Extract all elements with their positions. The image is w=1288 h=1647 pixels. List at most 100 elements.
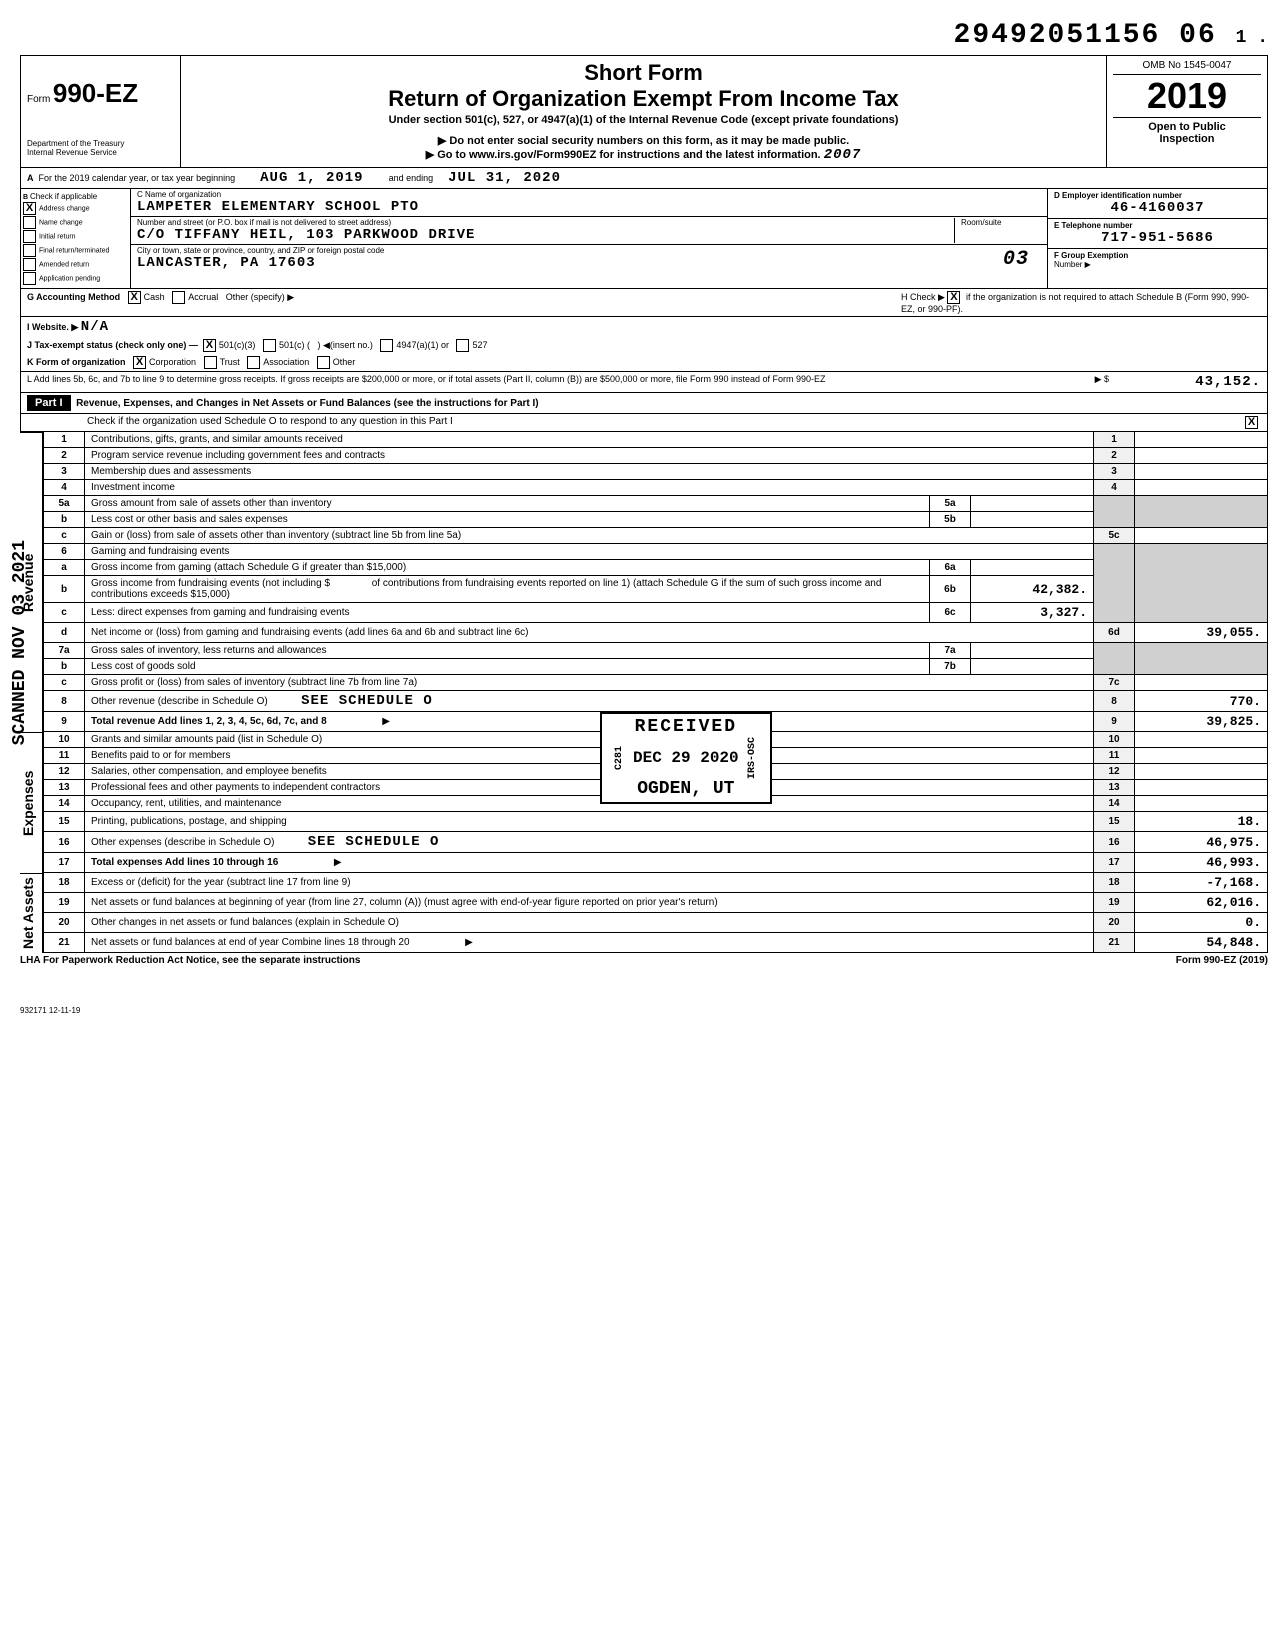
revenue-side-label: Revenue bbox=[20, 432, 43, 732]
form-number-cell: Form 990-EZ Department of the Treasury I… bbox=[21, 56, 181, 167]
subtitle: Under section 501(c), 527, or 4947(a)(1)… bbox=[187, 114, 1100, 126]
527-checkbox[interactable] bbox=[456, 339, 469, 352]
form-header: Form 990-EZ Department of the Treasury I… bbox=[20, 55, 1268, 168]
part1-check-row: Check if the organization used Schedule … bbox=[20, 414, 1268, 432]
right-header: OMB No 1545-0047 2019 Open to Public Ins… bbox=[1107, 56, 1267, 167]
line-j: J Tax-exempt status (check only one) — X… bbox=[20, 337, 1268, 354]
handwritten-03: 03 bbox=[1003, 248, 1041, 271]
501c3-checkbox[interactable]: X bbox=[203, 339, 216, 352]
received-loc: OGDEN, UT bbox=[614, 779, 758, 799]
org-name: LAMPETER ELEMENTARY SCHOOL PTO bbox=[137, 199, 1041, 215]
group-exempt-label: F Group Exemption bbox=[1054, 251, 1128, 260]
line-14: Occupancy, rent, utilities, and maintena… bbox=[85, 796, 1094, 812]
gross-receipts: 43,152. bbox=[1115, 372, 1267, 392]
4947-checkbox[interactable] bbox=[380, 339, 393, 352]
part1-header: Part I Revenue, Expenses, and Changes in… bbox=[20, 393, 1268, 414]
addr-change-checkbox[interactable]: X bbox=[23, 202, 36, 215]
accrual-checkbox[interactable] bbox=[172, 291, 185, 304]
amt-18: -7,168. bbox=[1135, 873, 1268, 893]
acct-method-label: G Accounting Method bbox=[27, 292, 120, 302]
final-return-checkbox[interactable] bbox=[23, 244, 36, 257]
other-org-checkbox[interactable] bbox=[317, 356, 330, 369]
check-column: B Check if applicable XAddress change Na… bbox=[21, 189, 131, 288]
line-7c: Gross profit or (loss) from sales of inv… bbox=[85, 675, 1094, 691]
vendor-code: 932171 12-11-19 bbox=[20, 1006, 1268, 1015]
name-change-checkbox[interactable] bbox=[23, 216, 36, 229]
line-12: Salaries, other compensation, and employ… bbox=[85, 764, 1094, 780]
open-public: Open to Public bbox=[1113, 121, 1261, 133]
room-label: Room/suite bbox=[961, 218, 1041, 227]
irs-osc-label: IRS-OSC bbox=[747, 737, 758, 779]
line-2: Program service revenue including govern… bbox=[85, 448, 1094, 464]
501c-checkbox[interactable] bbox=[263, 339, 276, 352]
line-11: Benefits paid to or for members bbox=[85, 748, 1094, 764]
title-block: Short Form Return of Organization Exempt… bbox=[181, 56, 1107, 167]
main-title: Return of Organization Exempt From Incom… bbox=[187, 86, 1100, 112]
period-end: JUL 31, 2020 bbox=[448, 170, 561, 186]
website-value: N/A bbox=[81, 319, 109, 335]
part1-title: Revenue, Expenses, and Changes in Net As… bbox=[76, 398, 539, 409]
line-3: Membership dues and assessments bbox=[85, 464, 1094, 480]
amended-checkbox[interactable] bbox=[23, 258, 36, 271]
line-6: Gaming and fundraising events bbox=[85, 544, 1094, 560]
amt-17: 46,993. bbox=[1135, 853, 1268, 873]
line-6d: Net income or (loss) from gaming and fun… bbox=[85, 623, 1094, 643]
privacy-note: ▶ Do not enter social security numbers o… bbox=[187, 134, 1100, 147]
expenses-side-label: Expenses bbox=[20, 732, 43, 873]
line-6b: Gross income from fundraising events (no… bbox=[85, 576, 930, 603]
footer: LHA For Paperwork Reduction Act Notice, … bbox=[20, 955, 1268, 966]
line-l-text: L Add lines 5b, 6c, and 7b to line 9 to … bbox=[27, 374, 826, 384]
line-10: Grants and similar amounts paid (list in… bbox=[85, 732, 1094, 748]
ein-label: D Employer identification number bbox=[1054, 191, 1182, 200]
form-number: 990-EZ bbox=[53, 78, 138, 108]
line-18: Excess or (deficit) for the year (subtra… bbox=[85, 873, 1094, 893]
line-l-arrow: ▶ $ bbox=[1043, 372, 1115, 392]
amt-8: 770. bbox=[1135, 691, 1268, 712]
form-prefix: Form bbox=[27, 94, 50, 105]
link-note: ▶ Go to www.irs.gov/Form990EZ for instru… bbox=[187, 147, 1100, 163]
schedule-b-checkbox[interactable]: X bbox=[947, 291, 960, 304]
amt-20: 0. bbox=[1135, 913, 1268, 933]
org-name-label: C Name of organization bbox=[137, 190, 1041, 199]
amt-19: 62,016. bbox=[1135, 893, 1268, 913]
form-container: 29492051156 06 1 . Form 990-EZ Departmen… bbox=[20, 20, 1268, 1015]
id-phone-block: D Employer identification number 46-4160… bbox=[1047, 189, 1267, 288]
period-begin: AUG 1, 2019 bbox=[260, 170, 363, 186]
initial-return-checkbox[interactable] bbox=[23, 230, 36, 243]
document-id: 29492051156 06 1 . bbox=[20, 20, 1268, 51]
tax-year: 2019 bbox=[1113, 75, 1261, 117]
schedule-o-checkbox[interactable]: X bbox=[1245, 416, 1258, 429]
line-15: Printing, publications, postage, and shi… bbox=[85, 812, 1094, 832]
revenue-section: Revenue 1Contributions, gifts, grants, a… bbox=[20, 432, 1268, 732]
irs-label: Internal Revenue Service bbox=[27, 148, 174, 157]
street-address: C/O TIFFANY HEIL, 103 PARKWOOD DRIVE bbox=[137, 227, 954, 243]
ein-value: 46-4160037 bbox=[1054, 200, 1261, 216]
line-l: L Add lines 5b, 6c, and 7b to line 9 to … bbox=[20, 372, 1268, 393]
amt-16: 46,975. bbox=[1135, 832, 1268, 853]
received-date: DEC 29 2020 bbox=[633, 749, 739, 767]
trust-checkbox[interactable] bbox=[204, 356, 217, 369]
dept-label: Department of the Treasury bbox=[27, 139, 174, 148]
line-13: Professional fees and other payments to … bbox=[85, 780, 1094, 796]
amt-6c: 3,327. bbox=[971, 603, 1094, 623]
amt-9: 39,825. bbox=[1135, 712, 1268, 732]
paperwork-notice: LHA For Paperwork Reduction Act Notice, … bbox=[20, 955, 360, 966]
received-stamp: RECEIVED C281 DEC 29 2020 IRS-OSC OGDEN,… bbox=[600, 712, 772, 804]
short-form-title: Short Form bbox=[187, 60, 1100, 86]
line-5a: Gross amount from sale of assets other t… bbox=[85, 496, 930, 512]
name-address-block: C Name of organization LAMPETER ELEMENTA… bbox=[131, 189, 1047, 288]
address-grid: B Check if applicable XAddress change Na… bbox=[20, 189, 1268, 289]
line-k: K Form of organization XCorporation Trus… bbox=[20, 354, 1268, 372]
line-8: Other revenue (describe in Schedule O) S… bbox=[85, 691, 1094, 712]
phone-value: 717-951-5686 bbox=[1054, 230, 1261, 246]
expenses-section: Expenses 10Grants and similar amounts pa… bbox=[20, 732, 1268, 873]
pending-checkbox[interactable] bbox=[23, 272, 36, 285]
group-exempt-sub: Number ▶ bbox=[1054, 260, 1261, 269]
assoc-checkbox[interactable] bbox=[247, 356, 260, 369]
cash-checkbox[interactable]: X bbox=[128, 291, 141, 304]
line-16: Other expenses (describe in Schedule O) … bbox=[85, 832, 1094, 853]
line-g-h: G Accounting Method XCash Accrual Other … bbox=[20, 289, 1268, 317]
corp-checkbox[interactable]: X bbox=[133, 356, 146, 369]
line-5c: Gain or (loss) from sale of assets other… bbox=[85, 528, 1094, 544]
amt-6b: 42,382. bbox=[971, 576, 1094, 603]
